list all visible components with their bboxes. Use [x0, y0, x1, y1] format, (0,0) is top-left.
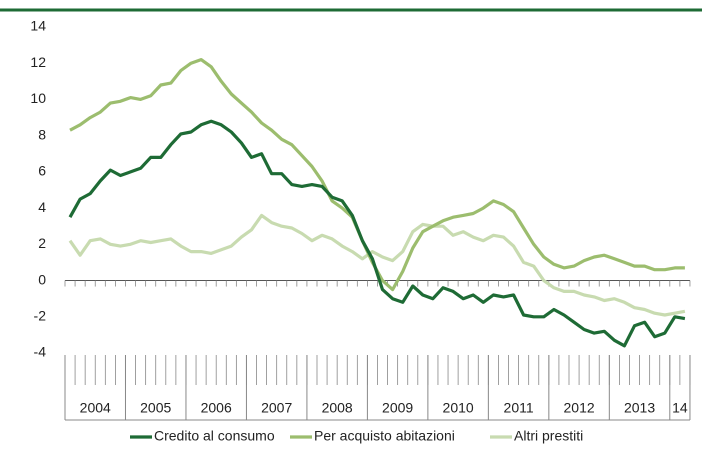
x-tick-label: 2013: [624, 400, 655, 416]
series-line: [68, 119, 686, 348]
x-tick-label: 2009: [382, 400, 413, 416]
x-tick-label: 2007: [261, 400, 292, 416]
y-tick-label: 8: [38, 126, 46, 142]
legend: Credito al consumo Per acquisto abitazion…: [130, 428, 583, 444]
x-tick-label: 2011: [504, 400, 534, 416]
y-tick-label: 6: [38, 163, 46, 179]
series-line: [68, 213, 686, 317]
y-tick-label: 14: [30, 18, 46, 34]
y-tick-label: 4: [38, 199, 46, 215]
x-tick-label: 14: [672, 400, 688, 416]
legend-label: Per acquisto abitazioni: [314, 428, 455, 444]
y-tick-label: -4: [34, 344, 47, 360]
x-tick-label: 2008: [322, 400, 353, 416]
legend-label: Credito al consumo: [154, 428, 275, 444]
x-tick-label: 2010: [443, 400, 474, 416]
y-tick-label: 2: [38, 235, 46, 251]
legend-label: Altri prestiti: [514, 428, 583, 444]
x-tick-label: 2005: [140, 400, 171, 416]
x-tick-label: 2006: [201, 400, 232, 416]
y-tick-label: 0: [38, 271, 46, 287]
y-tick-label: 12: [30, 54, 46, 70]
y-tick-label: -2: [34, 307, 47, 323]
x-tick-label: 2004: [80, 400, 111, 416]
y-tick-label: 10: [30, 90, 46, 106]
x-tick-label: 2012: [564, 400, 595, 416]
